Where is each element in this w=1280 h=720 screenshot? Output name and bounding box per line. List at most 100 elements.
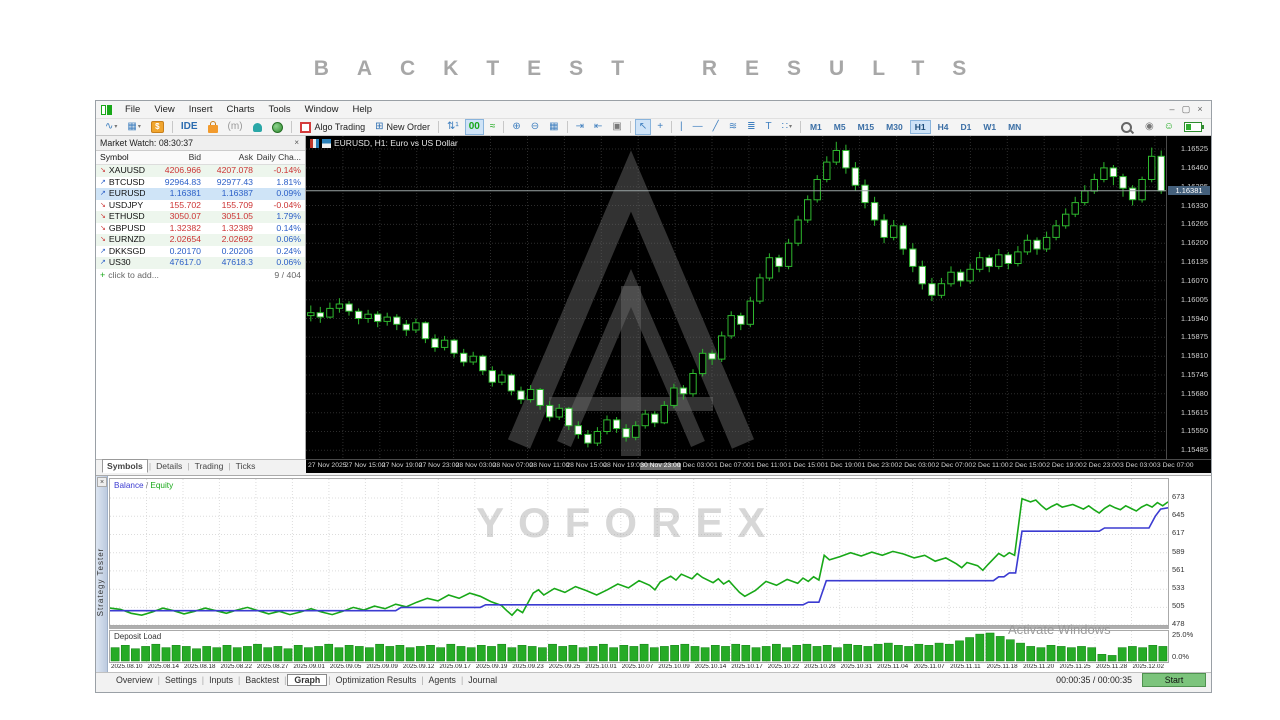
tick-chart-button[interactable]: ⇅¹ (447, 121, 459, 132)
zoom-out-button[interactable]: ⊖ (530, 121, 540, 132)
text-button[interactable]: T (765, 121, 772, 132)
column-header-0[interactable]: Symbol (100, 153, 129, 162)
close-button[interactable]: × (1197, 104, 1203, 114)
help-button[interactable]: ◉ (1145, 121, 1154, 132)
tab-symbols[interactable]: Symbols (102, 459, 148, 473)
market-watch-row-us30[interactable]: ↗ US30 47617.0 47618.3 0.06% (96, 257, 305, 269)
toolbar-separator (438, 121, 439, 133)
tester-tab-agents[interactable]: Agents (428, 674, 456, 685)
timeframe-h1[interactable]: H1 (909, 119, 931, 135)
market-watch-row-usdjpy[interactable]: ↘ USDJPY 155.702 155.709 -0.04% (96, 199, 305, 211)
market-watch-row-gbpusd[interactable]: ↘ GBPUSD 1.32382 1.32389 0.14% (96, 222, 305, 234)
date-label: 2025.10.17 (731, 664, 763, 670)
add-symbol-label[interactable]: click to add... (108, 269, 159, 280)
tester-tab-overview[interactable]: Overview (116, 674, 153, 685)
start-button[interactable]: Start (1142, 673, 1206, 687)
close-tester-icon[interactable]: × (97, 477, 107, 487)
timeframe-m1[interactable]: M1 (809, 121, 822, 132)
signals-button[interactable]: (m) (227, 121, 243, 132)
close-icon[interactable]: × (294, 138, 299, 147)
chart-style-button[interactable]: ▦ ▾ (127, 121, 141, 132)
fibonacci-button[interactable]: ≣ (747, 121, 756, 132)
connection-indicator[interactable] (1180, 119, 1206, 135)
tester-tab-backtest[interactable]: Backtest (245, 674, 280, 685)
column-header-1[interactable]: Bid (188, 153, 201, 162)
price-label: 1.15550 (1180, 426, 1208, 436)
timeframe-m5[interactable]: M5 (833, 121, 846, 132)
timeframe-m15[interactable]: M15 (857, 121, 875, 132)
balance-graph-svg (109, 479, 1169, 626)
screenshot-button[interactable]: ▣ (612, 121, 622, 132)
market-watch-row-eurnzd[interactable]: ↘ EURNZD 2.02654 2.02692 0.06% (96, 234, 305, 246)
chart-line-type-button[interactable]: ∿ ▾ (105, 121, 118, 132)
menu-view[interactable]: View (154, 103, 175, 115)
crosshair-button[interactable]: + (657, 121, 664, 132)
line-chart-button[interactable]: ≈ (489, 121, 496, 132)
vps-button[interactable] (249, 119, 266, 135)
tab-trading[interactable]: Trading (194, 461, 224, 472)
tester-tab-inputs[interactable]: Inputs (209, 674, 234, 685)
date-label: 2025.10.31 (840, 664, 873, 670)
algo-trading-button[interactable]: Algo Trading (296, 119, 370, 135)
tester-tab-optimization-results[interactable]: Optimization Results (335, 674, 417, 685)
menu-insert[interactable]: Insert (188, 103, 213, 115)
ide-button[interactable]: IDE (180, 121, 198, 132)
bar-chart-button[interactable]: 00 (464, 119, 484, 135)
date-label: 2025.11.20 (1023, 664, 1055, 670)
candlestick-chart[interactable] (306, 136, 1166, 459)
menu-window[interactable]: Window (304, 103, 339, 115)
menu-tools[interactable]: Tools (268, 103, 291, 115)
time-axis[interactable]: 27 Nov 2025 27 Nov 15:00 27 Nov 19:00 27 No… (306, 459, 1211, 473)
quotes-button[interactable] (147, 119, 168, 135)
market-watch-row-ethusd[interactable]: ↘ ETHUSD 3050.07 3051.05 1.79% (96, 211, 305, 223)
tester-tab-graph[interactable]: Graph (287, 673, 328, 687)
tester-tab-settings[interactable]: Settings (164, 674, 197, 685)
dropdown-arrow-icon: ▾ (137, 124, 141, 130)
cursor-button[interactable]: ↖ (634, 119, 652, 135)
auto-scroll-button[interactable]: ⇤ (593, 121, 603, 132)
tile-windows-button[interactable]: ▦ (549, 121, 559, 132)
market-watch-row-dkksgd[interactable]: ↗ DKKSGD 0.20170 0.20206 0.24% (96, 245, 305, 257)
tester-tab-journal[interactable]: Journal (468, 674, 498, 685)
market-button[interactable] (204, 119, 222, 135)
timeframe-m30[interactable]: M30 (886, 121, 903, 132)
search-button[interactable] (1117, 119, 1139, 135)
new-order-button[interactable]: ⊞ New Order (375, 121, 430, 132)
time-label: 3 Dec 07:00 (1156, 462, 1194, 469)
menu-charts[interactable]: Charts (226, 103, 255, 115)
market-watch-columns: Symbol Bid Ask Daily Cha... (96, 151, 305, 165)
shapes-button[interactable]: ∷ ▾ (781, 121, 792, 132)
market-watch-row-btcusd[interactable]: ↗ BTCUSD 92964.83 92977.43 1.81% (96, 176, 305, 188)
timeframe-d1[interactable]: D1 (960, 121, 972, 132)
timeframe-mn[interactable]: MN (1008, 121, 1022, 132)
column-header-2[interactable]: Ask (238, 153, 253, 162)
market-watch-row-eurusd[interactable]: ↗ EURUSD 1.16381 1.16387 0.09% (96, 188, 305, 200)
market-watch-row-xauusd[interactable]: ↘ XAUUSD 4206.966 4207.078 -0.14% (96, 165, 305, 177)
toolbar-separator (503, 121, 505, 133)
panel-splitter[interactable] (109, 626, 1169, 629)
timeframe-h4[interactable]: H4 (937, 121, 949, 132)
vertical-line-button[interactable]: | (680, 121, 683, 132)
timeframe-w1[interactable]: W1 (983, 121, 997, 132)
community-button[interactable] (268, 119, 287, 135)
minimize-button[interactable]: – (1169, 104, 1175, 114)
restore-button[interactable]: ▢ (1181, 104, 1191, 114)
menu-file[interactable]: File (125, 103, 141, 115)
trendline-button[interactable]: ╱ (712, 121, 719, 132)
ask-value: 92977.43 (216, 177, 253, 187)
menu-help[interactable]: Help (352, 103, 373, 115)
price-label: 1.15615 (1180, 407, 1208, 417)
horizontal-line-button[interactable]: — (692, 121, 703, 132)
strategy-tester-panel: × Strategy Tester Balance / Equity 673 64… (96, 475, 1211, 687)
shift-chart-button[interactable]: ⇥ (575, 121, 584, 132)
market-watch-add-row[interactable]: + click to add... 9 / 404 (96, 269, 305, 282)
column-header-3[interactable]: Daily Cha... (256, 153, 301, 162)
price-axis[interactable]: 1.165251.164601.163951.163301.162651.162… (1166, 136, 1211, 459)
date-label: 2025.11.18 (986, 664, 1018, 670)
tab-ticks[interactable]: Ticks (235, 461, 256, 472)
tab-details[interactable]: Details (156, 461, 183, 472)
channel-button[interactable]: ≋ (728, 121, 738, 132)
zoom-in-button[interactable]: ⊕ (512, 121, 521, 132)
user-button[interactable]: ☺ (1163, 121, 1174, 132)
ask-value: 1.32389 (221, 223, 253, 233)
